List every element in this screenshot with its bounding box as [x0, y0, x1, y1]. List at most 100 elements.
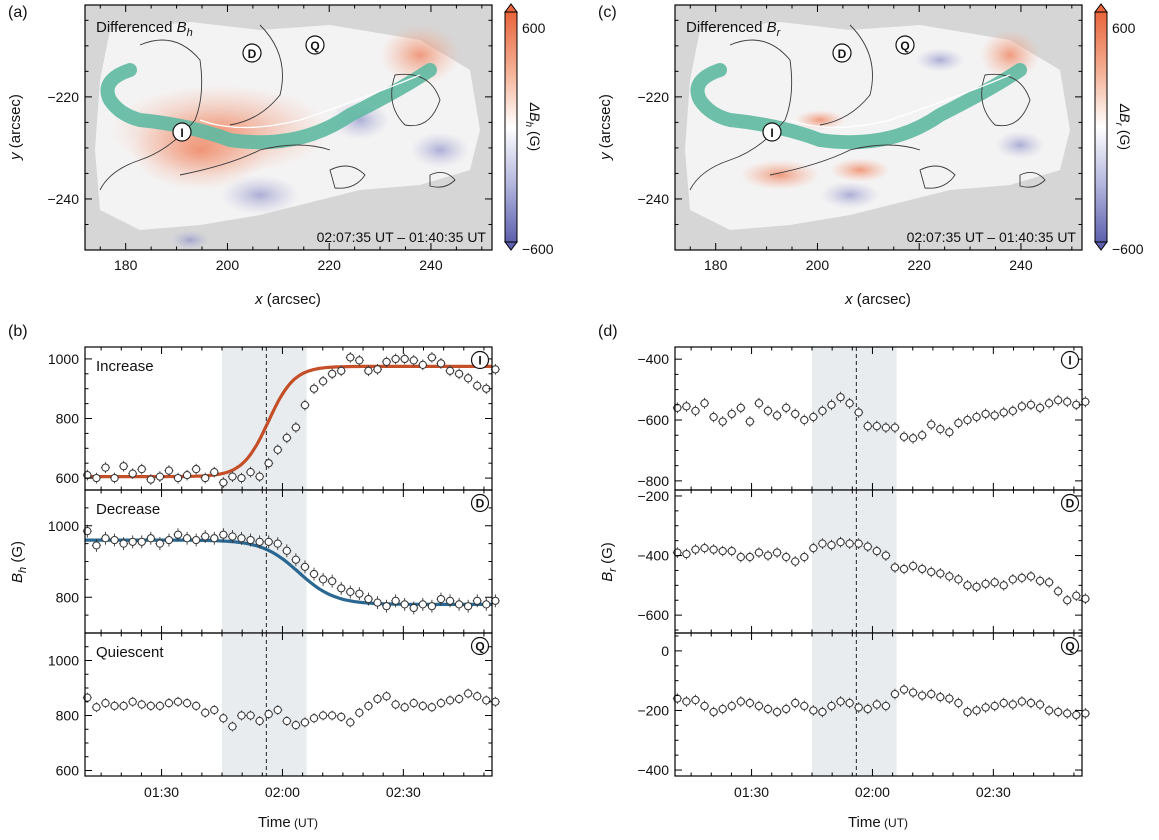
data-point — [863, 703, 873, 715]
data-point — [173, 472, 183, 484]
point-marker — [890, 563, 900, 572]
data-point — [972, 581, 982, 593]
data-point — [91, 472, 101, 484]
point-marker — [899, 685, 909, 694]
data-point — [817, 405, 827, 417]
point-marker — [791, 698, 800, 708]
point-marker — [473, 692, 482, 701]
point-marker — [409, 699, 418, 708]
point-marker — [128, 537, 137, 546]
marker-badge-label: D — [476, 497, 485, 511]
data-point — [990, 409, 1000, 421]
point-marker — [273, 539, 282, 548]
point-marker — [309, 384, 319, 393]
point-marker — [291, 555, 300, 564]
point-marker — [445, 696, 455, 705]
point-marker — [1072, 591, 1081, 600]
data-point — [236, 710, 246, 721]
point-marker — [464, 374, 473, 383]
data-point — [382, 356, 392, 368]
point-marker — [228, 722, 237, 731]
data-point — [826, 700, 836, 712]
data-point — [826, 399, 836, 411]
data-point — [291, 720, 301, 731]
marker-badge-label: Q — [1065, 640, 1074, 654]
point-marker — [146, 534, 155, 543]
y-tick-label: −220 — [637, 89, 669, 105]
data-point — [972, 411, 982, 423]
data-point — [972, 705, 982, 716]
y-tick-label: −400 — [637, 548, 669, 564]
marker-badge-label: I — [1068, 354, 1071, 368]
data-point — [690, 544, 700, 555]
x-tick-label: 01:30 — [144, 784, 179, 800]
point-marker — [772, 411, 782, 420]
y-tick-label: 0 — [661, 643, 669, 659]
map-time-label-a: 02:07:35 UT – 01:40:35 UT — [317, 229, 487, 245]
point-marker — [1054, 587, 1063, 596]
data-point — [309, 383, 319, 395]
point-marker — [709, 412, 718, 422]
data-point — [436, 358, 446, 369]
point-marker — [210, 468, 219, 477]
x-tick-label: 02:00 — [265, 784, 300, 800]
data-point — [836, 696, 846, 707]
plot-frame — [674, 632, 1083, 777]
data-point — [1053, 585, 1063, 597]
point-marker — [772, 548, 782, 557]
data-point — [1026, 697, 1036, 709]
data-point — [436, 592, 446, 606]
data-point — [255, 535, 265, 549]
data-point — [709, 411, 719, 423]
data-point — [400, 353, 410, 365]
marker-Q-a: Q — [305, 35, 325, 55]
data-point — [681, 548, 691, 560]
point-marker — [237, 711, 246, 720]
data-point — [309, 713, 319, 724]
data-point — [672, 402, 682, 414]
marker-D-c: D — [832, 43, 852, 63]
point-marker — [454, 694, 464, 704]
subpanel-d-increase: −400 −600 −800 I — [637, 346, 1090, 491]
point-marker — [219, 530, 228, 539]
data-point — [845, 697, 855, 709]
data-point — [291, 422, 301, 433]
marker-I-a: I — [172, 122, 192, 142]
data-point — [944, 571, 954, 582]
point-marker — [337, 366, 346, 375]
point-marker — [473, 596, 482, 605]
data-point — [382, 691, 392, 702]
data-point — [836, 391, 846, 403]
data-point — [854, 406, 864, 418]
data-point — [953, 574, 963, 585]
y-tick-label: −600 — [637, 412, 669, 428]
point-marker — [782, 704, 791, 714]
point-marker — [700, 399, 709, 408]
data-point — [391, 699, 401, 710]
data-point — [110, 700, 120, 711]
point-marker — [1044, 399, 1054, 408]
data-point — [962, 414, 972, 426]
data-point — [935, 568, 945, 579]
data-point — [709, 544, 719, 555]
point-marker — [473, 381, 482, 390]
data-point — [763, 703, 773, 715]
data-point — [236, 472, 246, 484]
data-point — [318, 710, 328, 721]
data-point — [899, 684, 909, 695]
y-tick-label: 1000 — [48, 518, 79, 534]
point-marker — [364, 594, 373, 604]
point-marker — [1044, 578, 1054, 587]
point-marker — [436, 699, 446, 708]
data-point — [173, 696, 183, 707]
data-point — [1071, 399, 1081, 411]
point-marker — [491, 596, 500, 605]
point-marker — [800, 701, 809, 711]
point-marker — [291, 423, 300, 432]
point-marker — [355, 708, 364, 717]
svg-text:Differenced Bh: Differenced Bh — [96, 19, 193, 39]
data-point — [754, 397, 764, 409]
data-point — [754, 547, 764, 558]
point-marker — [391, 596, 400, 605]
